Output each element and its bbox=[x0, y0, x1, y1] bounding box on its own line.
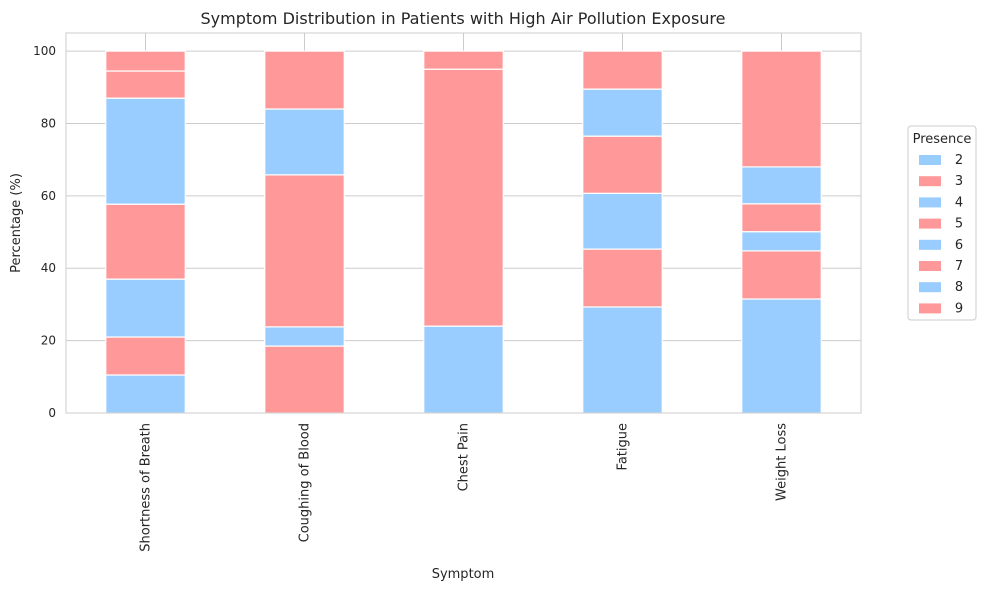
bar-segment bbox=[423, 50, 504, 70]
bar-segment bbox=[741, 250, 822, 300]
legend-label: 5 bbox=[955, 217, 963, 232]
bar-segment bbox=[264, 326, 345, 347]
legend-label: 7 bbox=[955, 259, 963, 274]
legend-swatch bbox=[919, 303, 941, 314]
legend-label: 3 bbox=[955, 174, 963, 189]
plot-frame bbox=[65, 32, 862, 414]
bar-segment bbox=[582, 50, 663, 90]
bar-segment bbox=[741, 166, 822, 205]
y-tick-label: 0 bbox=[48, 406, 56, 420]
bar-segment bbox=[741, 231, 822, 252]
bar-segment bbox=[264, 174, 345, 328]
y-tick-label: 40 bbox=[41, 261, 56, 275]
axes-frame bbox=[65, 32, 862, 414]
bar-segment bbox=[105, 203, 186, 280]
legend-label: 9 bbox=[955, 301, 963, 316]
bar-segment bbox=[264, 345, 345, 414]
legend-label: 2 bbox=[955, 153, 963, 168]
chart-title: Symptom Distribution in Patients with Hi… bbox=[201, 9, 726, 28]
legend: Presence 2 3 4 5 6 7 8 9 bbox=[907, 125, 977, 321]
bar-segment bbox=[741, 50, 822, 168]
x-axis-label: Symptom bbox=[432, 567, 495, 582]
legend-swatch bbox=[919, 282, 941, 293]
x-tick-label: Chest Pain bbox=[457, 423, 472, 491]
bar-segment bbox=[105, 50, 186, 72]
y-tick-label: 20 bbox=[41, 334, 56, 348]
bars-group bbox=[105, 50, 822, 414]
legend-swatch bbox=[919, 155, 941, 165]
bar-segment bbox=[264, 108, 345, 176]
bar-segment bbox=[741, 203, 822, 233]
x-tick-label: Fatigue bbox=[616, 423, 631, 470]
y-tick-label: 100 bbox=[33, 44, 56, 58]
bar-segment bbox=[105, 278, 186, 338]
bar-segment bbox=[741, 298, 822, 414]
x-tick-label: Shortness of Breath bbox=[139, 423, 154, 552]
legend-label: 8 bbox=[955, 280, 963, 295]
y-axis-label: Percentage (%) bbox=[9, 173, 24, 273]
bar-segment bbox=[582, 88, 663, 137]
bar-segment bbox=[105, 336, 186, 376]
legend-label: 4 bbox=[955, 195, 963, 210]
bar-segment bbox=[105, 374, 186, 414]
legend-swatch bbox=[919, 261, 941, 271]
legend-swatch bbox=[919, 176, 941, 187]
bar-segment bbox=[582, 192, 663, 250]
y-tick-label: 80 bbox=[41, 116, 56, 130]
legend-title: Presence bbox=[913, 132, 972, 147]
legend-swatch bbox=[919, 239, 941, 250]
bar-segment bbox=[582, 135, 663, 194]
bar-segment bbox=[582, 306, 663, 414]
x-tick-label: Coughing of Blood bbox=[298, 423, 313, 542]
legend-swatch bbox=[919, 197, 941, 208]
x-tick-label: Weight Loss bbox=[775, 423, 790, 501]
legend-frame bbox=[907, 125, 977, 321]
bar-segment bbox=[423, 68, 504, 327]
y-tick-label: 60 bbox=[41, 189, 56, 203]
legend-label: 6 bbox=[955, 238, 963, 253]
bar-segment bbox=[423, 325, 504, 414]
bar-segment bbox=[582, 248, 663, 308]
tick-labels: 0 20 40 60 80 100 Shortness of Breath Coughing … bbox=[33, 44, 789, 552]
bar-segment bbox=[264, 50, 345, 110]
bar-segment bbox=[105, 70, 186, 99]
bar-segment bbox=[105, 97, 186, 205]
legend-swatch bbox=[919, 218, 941, 229]
